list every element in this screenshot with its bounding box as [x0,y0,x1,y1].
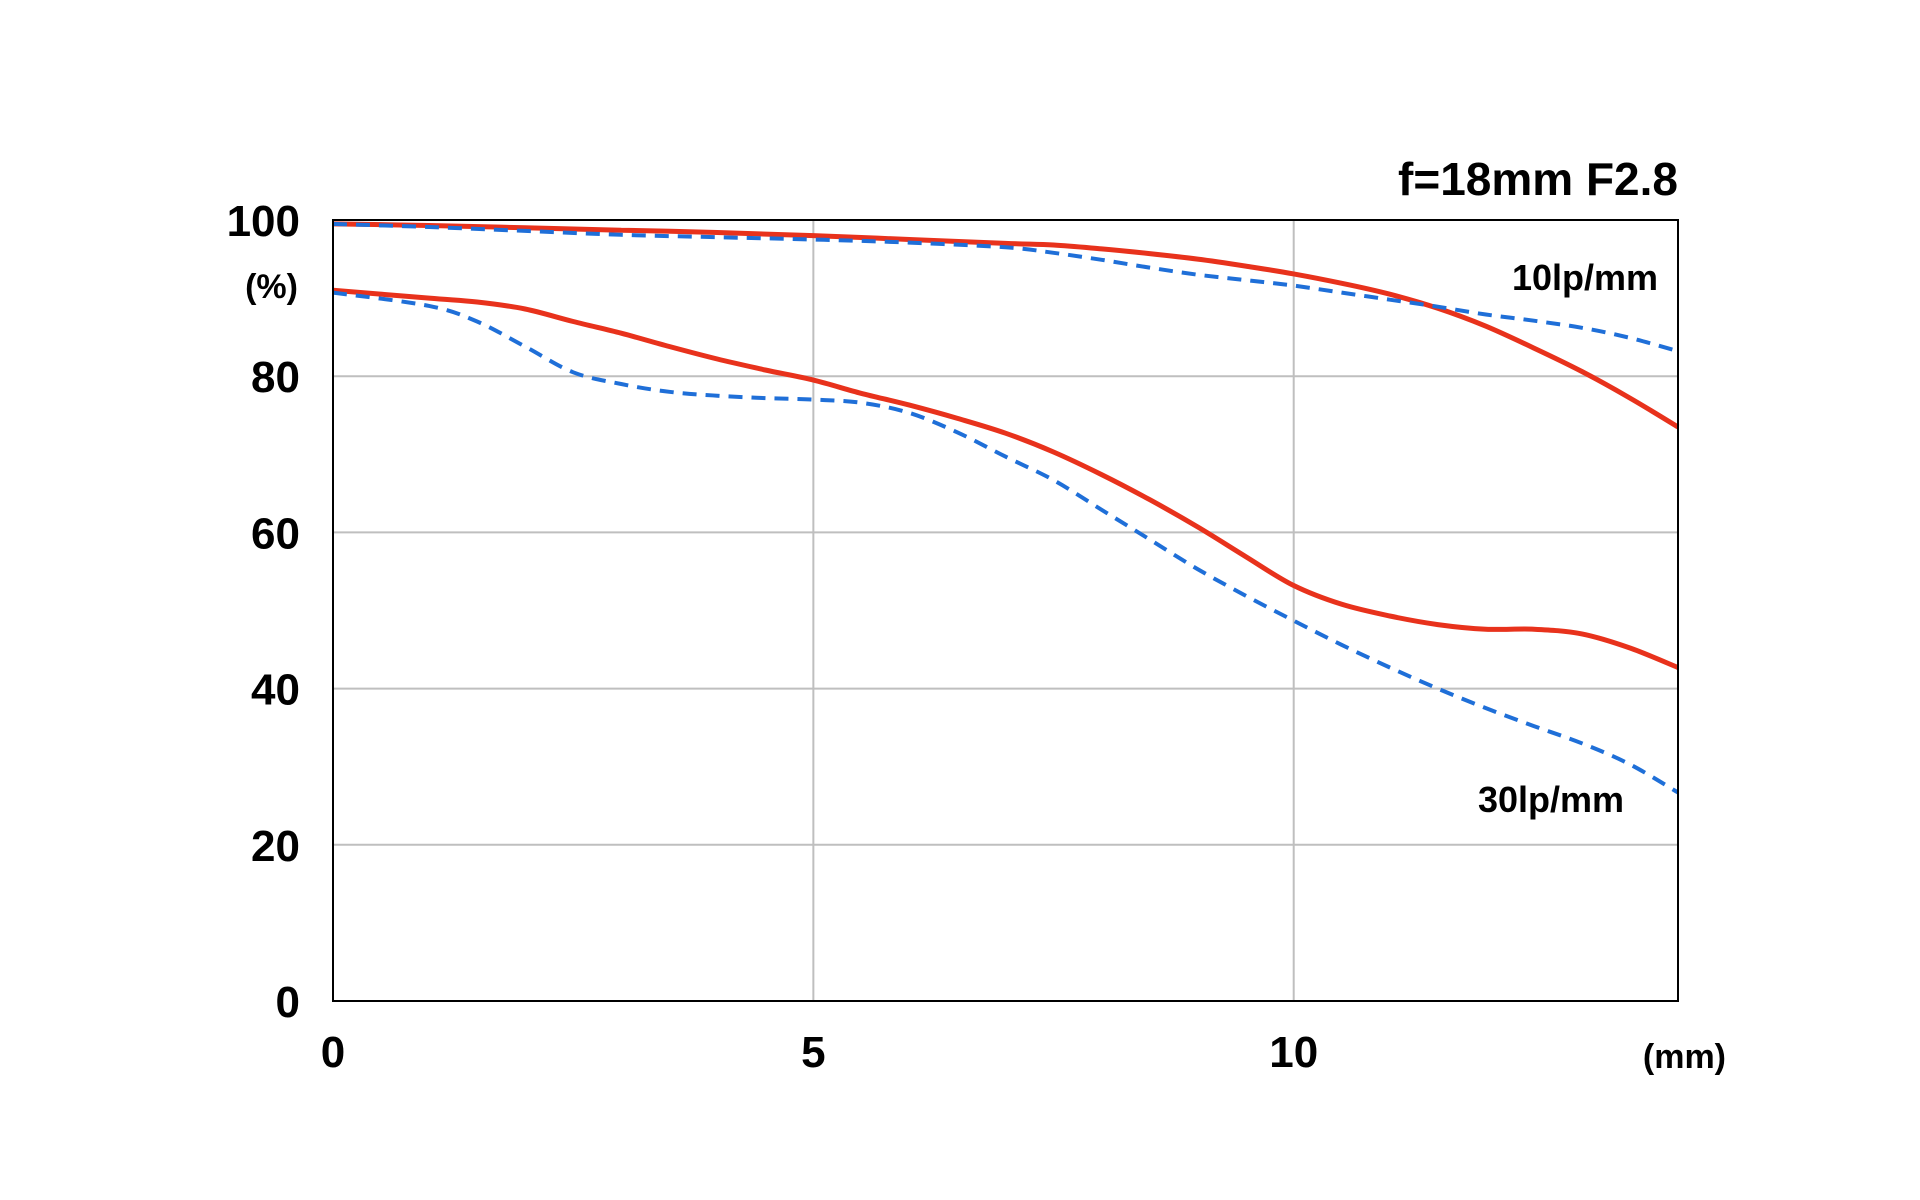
y-tick-label: 40 [251,666,300,715]
x-tick-label: 0 [321,1028,345,1077]
y-axis-unit-label: (%) [245,268,298,306]
x-axis-unit-label: (mm) [1643,1038,1726,1076]
series-lines [332,221,1680,795]
series-line-10lp-mm-dashed [332,221,1679,354]
series-line-30lp-mm-solid [332,287,1679,670]
plot-frame [332,219,1679,1002]
chart-title: f=18mm F2.8 [1398,153,1678,205]
series-line-10lp-mm-solid [332,221,1680,430]
series-line-30lp-mm-dashed [332,290,1680,795]
grid-lines [333,220,1678,1001]
y-tick-label: 80 [251,353,300,402]
x-tick-label: 10 [1269,1028,1318,1077]
x-tick-labels: 0 5 10 [321,1028,1318,1077]
series-label-30lp-mm: 30lp/mm [1478,779,1624,820]
y-tick-label: 100 [227,197,300,246]
y-tick-label: 20 [251,822,300,871]
y-tick-labels: 0 20 40 60 80 100 [227,197,300,1027]
series-label-10lp-mm: 10lp/mm [1512,257,1658,298]
x-tick-label: 5 [801,1028,825,1077]
y-tick-label: 60 [251,509,300,558]
y-tick-label: 0 [276,978,300,1027]
